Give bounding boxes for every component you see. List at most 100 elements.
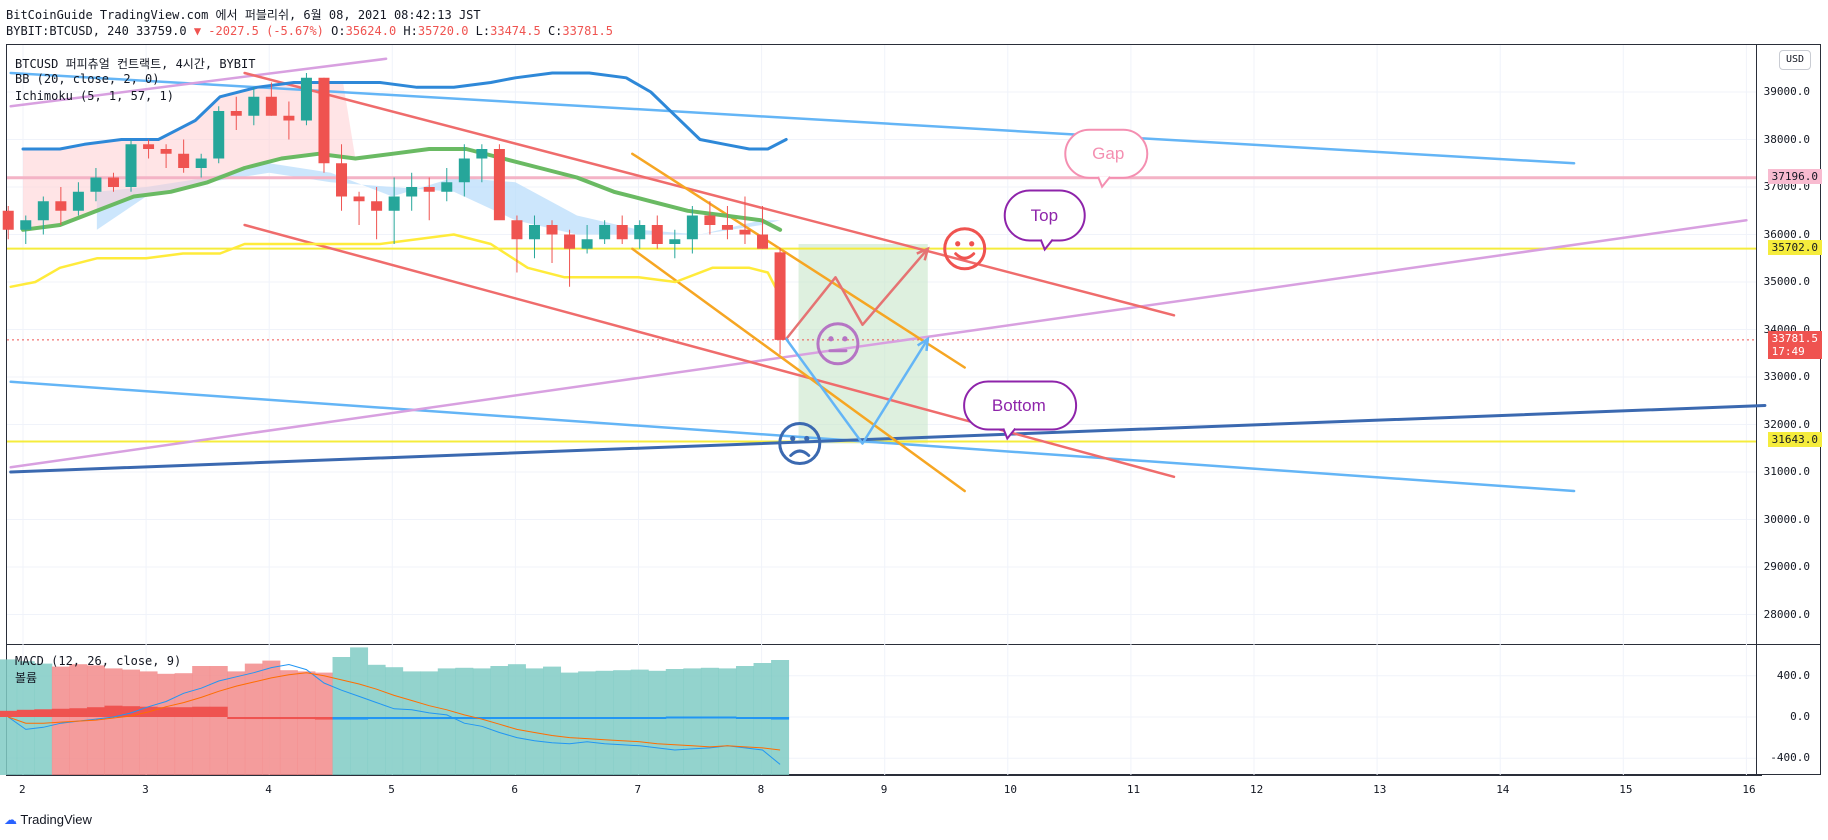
candle-body bbox=[37, 201, 49, 221]
lavender-short-trendline bbox=[9, 57, 388, 108]
gap-price-tag: 37196.0 bbox=[1767, 169, 1822, 184]
top-price-tag: 35702.0 bbox=[1767, 240, 1822, 255]
open-label: O: bbox=[331, 24, 346, 38]
high-value: 35720.0 bbox=[417, 24, 469, 38]
wedge-lower-line bbox=[631, 247, 966, 493]
volume-bar bbox=[209, 666, 228, 775]
macd-histogram-bar bbox=[314, 717, 333, 720]
macd-histogram-bar bbox=[16, 709, 35, 717]
price-tick-label: 29000.0 bbox=[1763, 560, 1810, 573]
candle-body bbox=[441, 182, 453, 192]
tradingview-footer[interactable]: ☁ TradingView bbox=[4, 812, 92, 828]
macd-histogram-bar bbox=[420, 717, 439, 720]
volume-bar bbox=[648, 670, 667, 775]
volume-bar bbox=[595, 670, 614, 775]
candle-body bbox=[388, 196, 400, 211]
low-label: L: bbox=[475, 24, 491, 38]
legend-title[interactable]: BTCUSD 퍼피츄얼 컨트랙트, 4시간, BYBIT bbox=[15, 57, 256, 71]
price-tick-label: 32000.0 bbox=[1763, 417, 1810, 431]
annotations bbox=[778, 128, 1149, 465]
candle-body bbox=[55, 201, 67, 211]
candle-body bbox=[300, 77, 312, 121]
time-tick-label: 7 bbox=[634, 783, 642, 796]
macd-signal-line bbox=[8, 672, 781, 751]
macd-histogram-bar bbox=[507, 717, 526, 719]
top-callout-label[interactable]: Top bbox=[1030, 205, 1059, 225]
volume-bar bbox=[69, 664, 88, 775]
candle-body bbox=[546, 225, 558, 235]
candle-body bbox=[476, 149, 488, 159]
volume-bar bbox=[560, 672, 579, 775]
projected-path-bottom bbox=[784, 337, 930, 445]
legend-bb[interactable]: BB (20, close, 2, 0) bbox=[15, 72, 160, 86]
volume-bar bbox=[437, 668, 456, 775]
candle-body bbox=[20, 220, 32, 230]
current-price-tag: 33781.5 17:49 bbox=[1767, 331, 1822, 359]
macd-histogram-bar bbox=[700, 716, 719, 719]
volume-bar bbox=[350, 647, 369, 775]
volume-bar bbox=[279, 670, 298, 775]
macd-histogram-bar bbox=[613, 717, 632, 719]
legend-macd-sub: 볼륨 bbox=[15, 671, 38, 685]
candle-body bbox=[423, 187, 435, 192]
happy-face-icon-outline bbox=[943, 227, 987, 271]
candle-body bbox=[265, 96, 277, 116]
open-value: 35624.0 bbox=[345, 24, 397, 38]
gap-callout-label[interactable]: Gap bbox=[1092, 143, 1125, 163]
macd-histogram-bar bbox=[560, 717, 579, 719]
candles bbox=[2, 73, 786, 355]
candle-body bbox=[371, 201, 383, 211]
neutral-face-icon-eye bbox=[828, 336, 834, 342]
macd-histogram-bar bbox=[332, 717, 351, 720]
time-tick-label: 10 bbox=[1003, 783, 1018, 796]
ichimoku-cloud bbox=[23, 82, 781, 235]
price-axis-divider bbox=[1756, 44, 1757, 775]
happy-face-icon-mouth bbox=[954, 252, 976, 260]
volume-bar bbox=[16, 661, 35, 775]
macd-histogram-bar bbox=[227, 717, 246, 719]
macd-histogram-bar bbox=[665, 716, 684, 719]
current-price-value: 33781.5 bbox=[1771, 332, 1818, 345]
candle-body bbox=[581, 239, 593, 249]
legend-macd[interactable]: MACD (12, 26, close, 9) bbox=[15, 654, 182, 668]
macd-histogram-bar bbox=[595, 717, 614, 719]
candle-body bbox=[511, 220, 523, 240]
bottom-callout-label[interactable]: Bottom bbox=[991, 395, 1046, 415]
bottom-callout-tail bbox=[1002, 427, 1017, 441]
candle-body bbox=[2, 210, 14, 230]
macd-tick-label: -400.0 bbox=[1770, 751, 1810, 765]
candle-body bbox=[616, 225, 628, 240]
candle-body bbox=[195, 158, 207, 168]
volume-bar bbox=[332, 657, 351, 775]
candle-body bbox=[318, 77, 330, 164]
sad-face-icon-eye bbox=[790, 435, 796, 442]
bottom-callout bbox=[963, 380, 1078, 431]
symbol-label[interactable]: BYBIT:BTCUSD, 240 33759.0 bbox=[6, 24, 187, 38]
macd-histogram-bar bbox=[262, 717, 281, 720]
price-tick-label: 30000.0 bbox=[1763, 512, 1810, 526]
macd-histogram-bar bbox=[718, 716, 737, 719]
macd-tick-label: 400.0 bbox=[1776, 668, 1810, 682]
volume-bar bbox=[104, 668, 123, 775]
channel-upper-line bbox=[243, 71, 1176, 317]
macd-histogram-bar bbox=[771, 717, 790, 720]
price-tick-label: 38000.0 bbox=[1763, 132, 1810, 146]
time-tick-label: 13 bbox=[1373, 783, 1387, 796]
volume-bar bbox=[455, 667, 474, 775]
sad-face-icon bbox=[778, 422, 822, 465]
projection-rect bbox=[798, 244, 928, 444]
candle-body bbox=[178, 153, 190, 168]
candle-body bbox=[107, 177, 119, 187]
macd-histogram-bar bbox=[86, 707, 105, 717]
currency-button[interactable]: USD bbox=[1779, 50, 1811, 70]
macd-histogram-bar bbox=[402, 717, 421, 720]
price-tick-label: 35000.0 bbox=[1763, 275, 1810, 288]
macd-histogram-bar bbox=[350, 717, 369, 720]
close-label: C: bbox=[547, 24, 563, 38]
volume-bar bbox=[122, 669, 141, 775]
tradingview-brand: TradingView bbox=[20, 812, 92, 827]
bb-upper-band bbox=[21, 71, 788, 151]
legend-ichimoku[interactable]: Ichimoku (5, 1, 57, 1) bbox=[15, 89, 174, 103]
candle-body bbox=[686, 215, 698, 240]
